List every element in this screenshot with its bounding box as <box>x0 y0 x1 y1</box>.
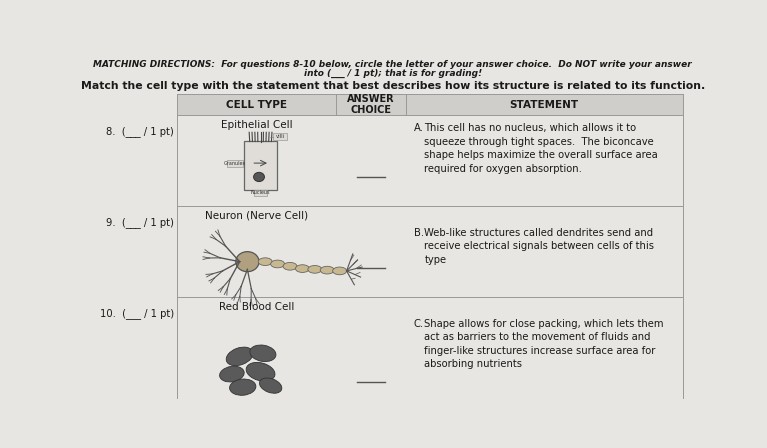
FancyBboxPatch shape <box>254 190 267 196</box>
Ellipse shape <box>259 378 281 393</box>
Text: Granules: Granules <box>224 160 246 166</box>
Text: A.: A. <box>413 123 423 133</box>
Text: ANSWER
CHOICE: ANSWER CHOICE <box>347 94 395 116</box>
Ellipse shape <box>250 345 276 362</box>
Text: MATCHING DIRECTIONS:  For questions 8-10 below, circle the letter of your answer: MATCHING DIRECTIONS: For questions 8-10 … <box>94 60 692 69</box>
Ellipse shape <box>321 266 334 274</box>
Text: Neuron (Nerve Cell): Neuron (Nerve Cell) <box>205 211 308 221</box>
Ellipse shape <box>258 258 272 266</box>
Text: 8.  (___ / 1 pt): 8. (___ / 1 pt) <box>107 126 174 137</box>
Ellipse shape <box>235 252 259 271</box>
Bar <box>177 94 683 116</box>
FancyBboxPatch shape <box>272 134 288 140</box>
Ellipse shape <box>229 379 256 395</box>
Ellipse shape <box>226 347 253 366</box>
Text: into (___ / 1 pt); that is for grading!: into (___ / 1 pt); that is for grading! <box>304 69 482 78</box>
Text: Red Blood Cell: Red Blood Cell <box>219 302 295 312</box>
Ellipse shape <box>295 265 309 272</box>
Text: Match the cell type with the statement that best describes how its structure is : Match the cell type with the statement t… <box>81 81 705 90</box>
Text: 10.  (___ / 1 pt): 10. (___ / 1 pt) <box>100 308 174 319</box>
Text: Web-like structures called dendrites send and
receive electrical signals between: Web-like structures called dendrites sen… <box>424 228 654 265</box>
Ellipse shape <box>271 260 285 268</box>
Text: villi: villi <box>275 134 285 139</box>
Text: C.: C. <box>413 319 423 329</box>
Ellipse shape <box>254 172 265 181</box>
Text: B.: B. <box>413 228 423 238</box>
Ellipse shape <box>219 366 244 382</box>
Text: Shape allows for close packing, which lets them
act as barriers to the movement : Shape allows for close packing, which le… <box>424 319 664 370</box>
Text: CELL TYPE: CELL TYPE <box>226 99 287 110</box>
FancyBboxPatch shape <box>244 141 277 190</box>
Text: Epithelial Cell: Epithelial Cell <box>221 120 292 130</box>
Ellipse shape <box>283 263 297 270</box>
Ellipse shape <box>308 266 322 273</box>
Ellipse shape <box>246 362 275 381</box>
Bar <box>177 297 683 422</box>
Bar <box>177 116 683 206</box>
Text: STATEMENT: STATEMENT <box>509 99 579 110</box>
Text: 9.  (___ / 1 pt): 9. (___ / 1 pt) <box>107 217 174 228</box>
Ellipse shape <box>333 267 347 275</box>
Text: Nucleus: Nucleus <box>251 190 270 195</box>
Bar <box>177 206 683 297</box>
FancyBboxPatch shape <box>227 159 243 167</box>
Text: This cell has no nucleus, which allows it to
squeeze through tight spaces.  The : This cell has no nucleus, which allows i… <box>424 123 658 174</box>
